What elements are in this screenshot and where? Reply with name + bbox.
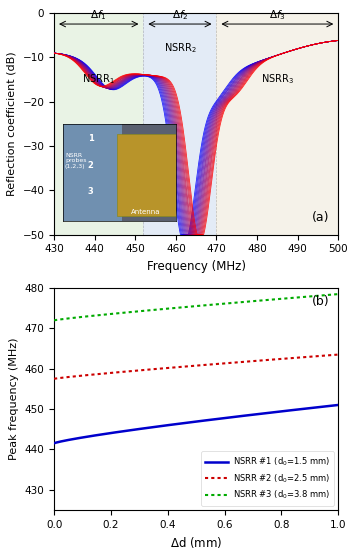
Bar [54,13,143,234]
NSRR #2 (d$_0$=2.5 mm) [221,360,225,367]
NSRR #2 (d$_0$=2.5 mm) [53,375,57,382]
NSRR #1 (d$_0$=1.5 mm) [291,407,296,413]
Text: $\Delta f_3$: $\Delta f_3$ [269,8,286,22]
NSRR #1 (d$_0$=1.5 mm) [53,439,57,446]
Y-axis label: Reflection coefficient (dB): Reflection coefficient (dB) [7,51,17,196]
Text: NSRR$_3$: NSRR$_3$ [261,72,294,86]
NSRR #1 (d$_0$=1.5 mm) [336,402,340,408]
NSRR #2 (d$_0$=2.5 mm) [291,355,296,361]
Bar [143,13,217,234]
NSRR #1 (d$_0$=1.5 mm) [226,414,230,421]
X-axis label: $\Delta$d (mm): $\Delta$d (mm) [170,535,222,550]
Text: $\Delta f_1$: $\Delta f_1$ [91,8,107,22]
Text: (a): (a) [312,211,330,223]
NSRR #2 (d$_0$=2.5 mm) [52,375,56,382]
Line: NSRR #1 (d$_0$=1.5 mm): NSRR #1 (d$_0$=1.5 mm) [54,405,338,443]
Bar [217,13,338,234]
Text: $\Delta f_2$: $\Delta f_2$ [171,8,188,22]
NSRR #3 (d$_0$=3.8 mm) [52,317,56,324]
NSRR #3 (d$_0$=3.8 mm) [53,317,57,324]
NSRR #1 (d$_0$=1.5 mm) [310,404,314,411]
Y-axis label: Peak frequency (MHz): Peak frequency (MHz) [9,338,19,460]
NSRR #1 (d$_0$=1.5 mm) [52,440,56,447]
NSRR #3 (d$_0$=3.8 mm) [336,291,340,297]
Line: NSRR #2 (d$_0$=2.5 mm): NSRR #2 (d$_0$=2.5 mm) [54,355,338,379]
NSRR #3 (d$_0$=3.8 mm) [226,300,230,307]
NSRR #2 (d$_0$=2.5 mm) [336,351,340,358]
NSRR #2 (d$_0$=2.5 mm) [226,360,230,367]
Text: NSRR$_1$: NSRR$_1$ [82,72,115,86]
NSRR #1 (d$_0$=1.5 mm) [221,415,225,422]
Line: NSRR #3 (d$_0$=3.8 mm): NSRR #3 (d$_0$=3.8 mm) [54,294,338,320]
NSRR #3 (d$_0$=3.8 mm) [310,293,314,300]
NSRR #2 (d$_0$=2.5 mm) [310,353,314,360]
Legend: NSRR #1 (d$_0$=1.5 mm), NSRR #2 (d$_0$=2.5 mm), NSRR #3 (d$_0$=3.8 mm): NSRR #1 (d$_0$=1.5 mm), NSRR #2 (d$_0$=2… [201,451,334,506]
Text: (b): (b) [312,295,330,307]
NSRR #2 (d$_0$=2.5 mm) [220,360,224,367]
NSRR #3 (d$_0$=3.8 mm) [221,300,225,307]
NSRR #3 (d$_0$=3.8 mm) [291,295,296,301]
X-axis label: Frequency (MHz): Frequency (MHz) [147,260,246,273]
NSRR #3 (d$_0$=3.8 mm) [220,300,224,307]
NSRR #1 (d$_0$=1.5 mm) [220,415,224,422]
Text: NSRR$_2$: NSRR$_2$ [164,42,196,55]
